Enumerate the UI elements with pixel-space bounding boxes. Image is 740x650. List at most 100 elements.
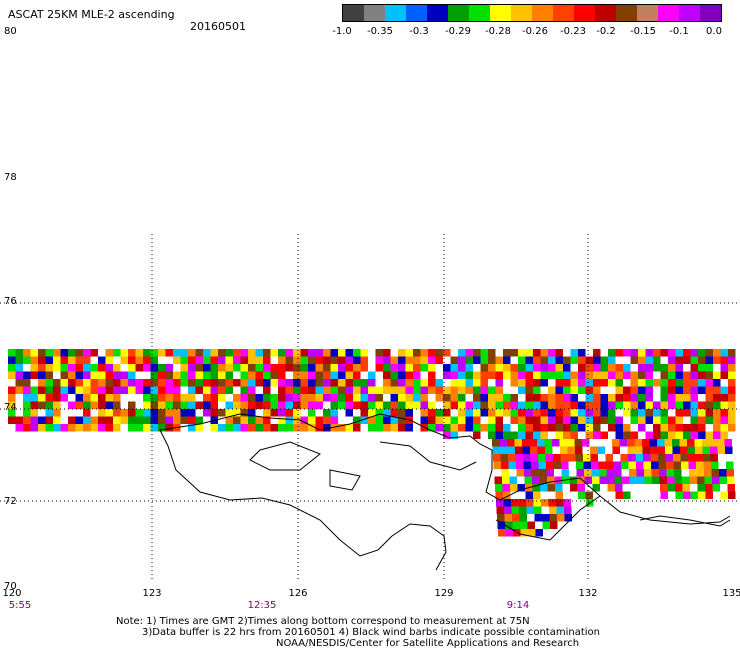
wind-cell — [703, 454, 711, 462]
wind-cell — [503, 409, 511, 417]
wind-cell — [30, 386, 38, 394]
longitude-label: 129 — [434, 588, 454, 599]
note-line-2: 3)Data buffer is 22 hrs from 20160501 4)… — [142, 627, 600, 638]
latitude-label: 74 — [4, 402, 17, 413]
wind-cell — [651, 469, 659, 477]
wind-cell — [503, 371, 511, 379]
wind-cell — [525, 416, 533, 424]
wind-cell — [105, 386, 113, 394]
wind-cell — [68, 379, 76, 387]
wind-cell — [180, 416, 188, 424]
wind-cell — [120, 386, 128, 394]
wind-cell — [210, 401, 218, 409]
wind-cell — [195, 356, 203, 364]
wind-cell — [720, 431, 728, 439]
wind-cell — [488, 364, 496, 372]
wind-cell — [638, 371, 646, 379]
wind-cell — [233, 416, 241, 424]
wind-cell — [709, 439, 717, 447]
wind-cell — [645, 394, 653, 402]
wind-cell — [720, 416, 728, 424]
wind-cell — [713, 431, 721, 439]
wind-cell — [523, 461, 531, 469]
wind-cell — [30, 416, 38, 424]
wind-cell — [315, 416, 323, 424]
wind-cell — [488, 401, 496, 409]
wind-cell — [623, 491, 631, 499]
wind-cell — [698, 431, 706, 439]
wind-cell — [667, 476, 675, 484]
wind-cell — [270, 394, 278, 402]
wind-cell — [660, 371, 668, 379]
wind-cell — [375, 416, 383, 424]
wind-cell — [516, 469, 524, 477]
wind-cell — [675, 394, 683, 402]
wind-cell — [15, 379, 23, 387]
wind-cell — [15, 386, 23, 394]
wind-cell — [128, 349, 136, 357]
wind-cell — [203, 349, 211, 357]
wind-cell — [638, 394, 646, 402]
wind-cell — [83, 409, 91, 417]
wind-cell — [278, 386, 286, 394]
wind-cell — [428, 416, 436, 424]
wind-cell — [623, 431, 631, 439]
wind-cell — [113, 349, 121, 357]
wind-cell — [720, 364, 728, 372]
wind-cell — [533, 409, 541, 417]
wind-cell — [570, 431, 578, 439]
product-title: ASCAT 25KM MLE-2 ascending — [8, 8, 175, 21]
wind-cell — [703, 461, 711, 469]
wind-cell — [515, 454, 523, 462]
wind-cell — [522, 446, 530, 454]
wind-cell — [705, 349, 713, 357]
wind-cell — [38, 349, 46, 357]
wind-cell — [353, 379, 361, 387]
colorbar-swatch — [469, 5, 490, 21]
wind-cell — [690, 416, 698, 424]
wind-cell — [383, 424, 391, 432]
wind-cell — [705, 371, 713, 379]
wind-cell — [533, 491, 541, 499]
wind-cell — [30, 364, 38, 372]
wind-cell — [724, 439, 732, 447]
wind-cell — [623, 394, 631, 402]
wind-cell — [548, 416, 556, 424]
wind-cell — [90, 401, 98, 409]
wind-cell — [345, 424, 353, 432]
wind-cell — [668, 424, 676, 432]
wind-cell — [38, 371, 46, 379]
wind-cell — [675, 364, 683, 372]
wind-cell — [98, 424, 106, 432]
wind-cell — [698, 364, 706, 372]
wind-cell — [518, 386, 526, 394]
wind-cell — [728, 416, 736, 424]
wind-cell — [293, 401, 301, 409]
wind-cell — [547, 476, 555, 484]
wind-cell — [30, 356, 38, 364]
wind-cell — [473, 401, 481, 409]
wind-cell — [525, 371, 533, 379]
wind-cell — [713, 424, 721, 432]
wind-cell — [720, 349, 728, 357]
wind-cell — [555, 401, 563, 409]
wind-cell — [600, 356, 608, 364]
wind-cell — [360, 394, 368, 402]
wind-cell — [615, 394, 623, 402]
wind-cell — [563, 394, 571, 402]
wind-cell — [538, 454, 546, 462]
wind-cell — [458, 394, 466, 402]
wind-cell — [555, 379, 563, 387]
footer-note: Note: 1) Times are GMT 2)Times along bot… — [116, 616, 600, 649]
wind-cell — [653, 379, 661, 387]
wind-cell — [645, 356, 653, 364]
wind-cell — [577, 476, 585, 484]
wind-cell — [512, 521, 520, 529]
wind-cell — [577, 484, 585, 492]
wind-cell — [203, 364, 211, 372]
wind-cell — [300, 379, 308, 387]
colorbar-swatch — [385, 5, 406, 21]
wind-cell — [496, 499, 504, 507]
colorbar-swatch — [700, 5, 721, 21]
wind-cell — [593, 394, 601, 402]
